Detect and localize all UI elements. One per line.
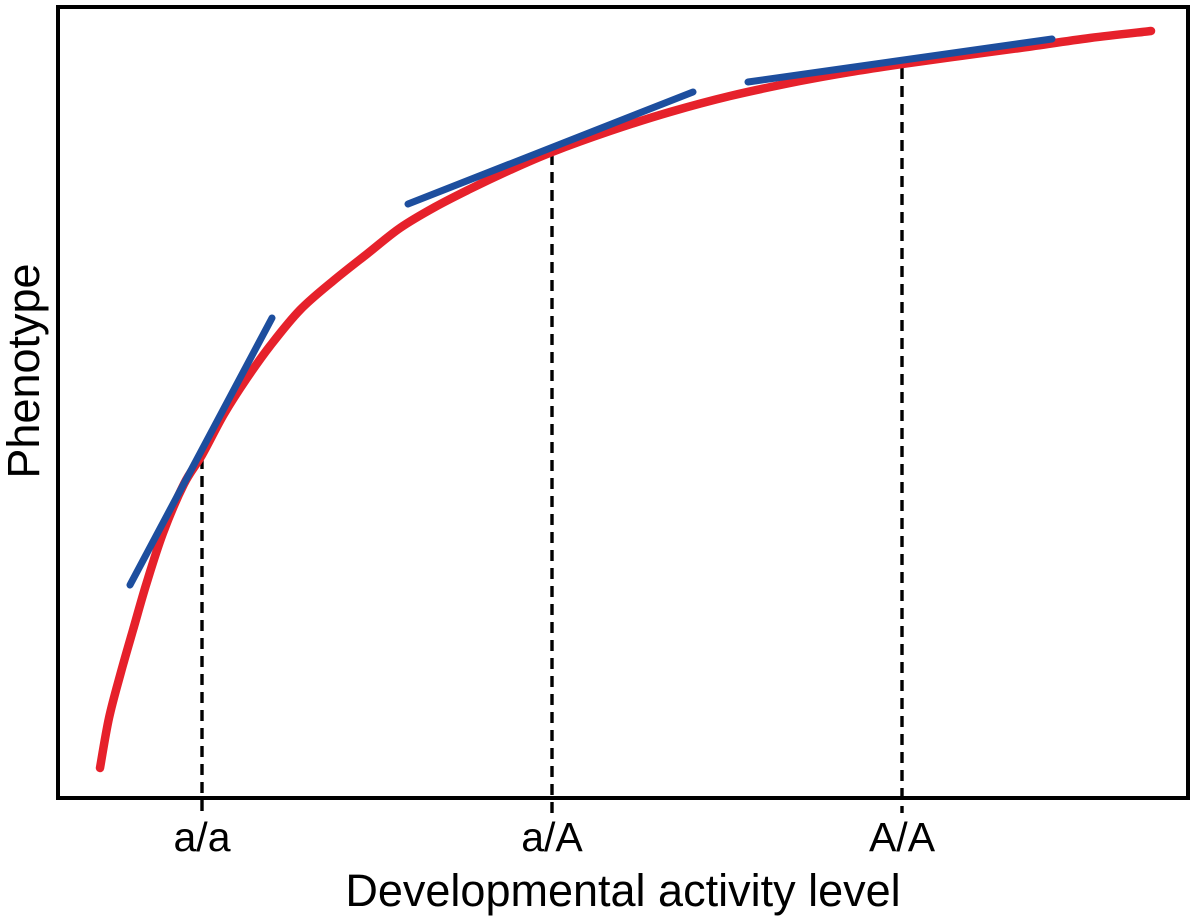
x-axis-label: Developmental activity level bbox=[345, 865, 901, 916]
tangent-line-AA bbox=[744, 35, 1056, 86]
tangent-line-aA bbox=[404, 88, 697, 208]
x-tick-label-aa: a/a bbox=[173, 814, 231, 860]
x-tick-label-aA: a/A bbox=[521, 814, 583, 860]
x-tick-label-AA: A/A bbox=[868, 814, 936, 860]
plot-frame bbox=[56, 5, 1190, 800]
y-axis-label: Phenotype bbox=[0, 263, 49, 479]
tangent-line-aa bbox=[126, 314, 276, 589]
phenotype-curve bbox=[95, 26, 1156, 773]
